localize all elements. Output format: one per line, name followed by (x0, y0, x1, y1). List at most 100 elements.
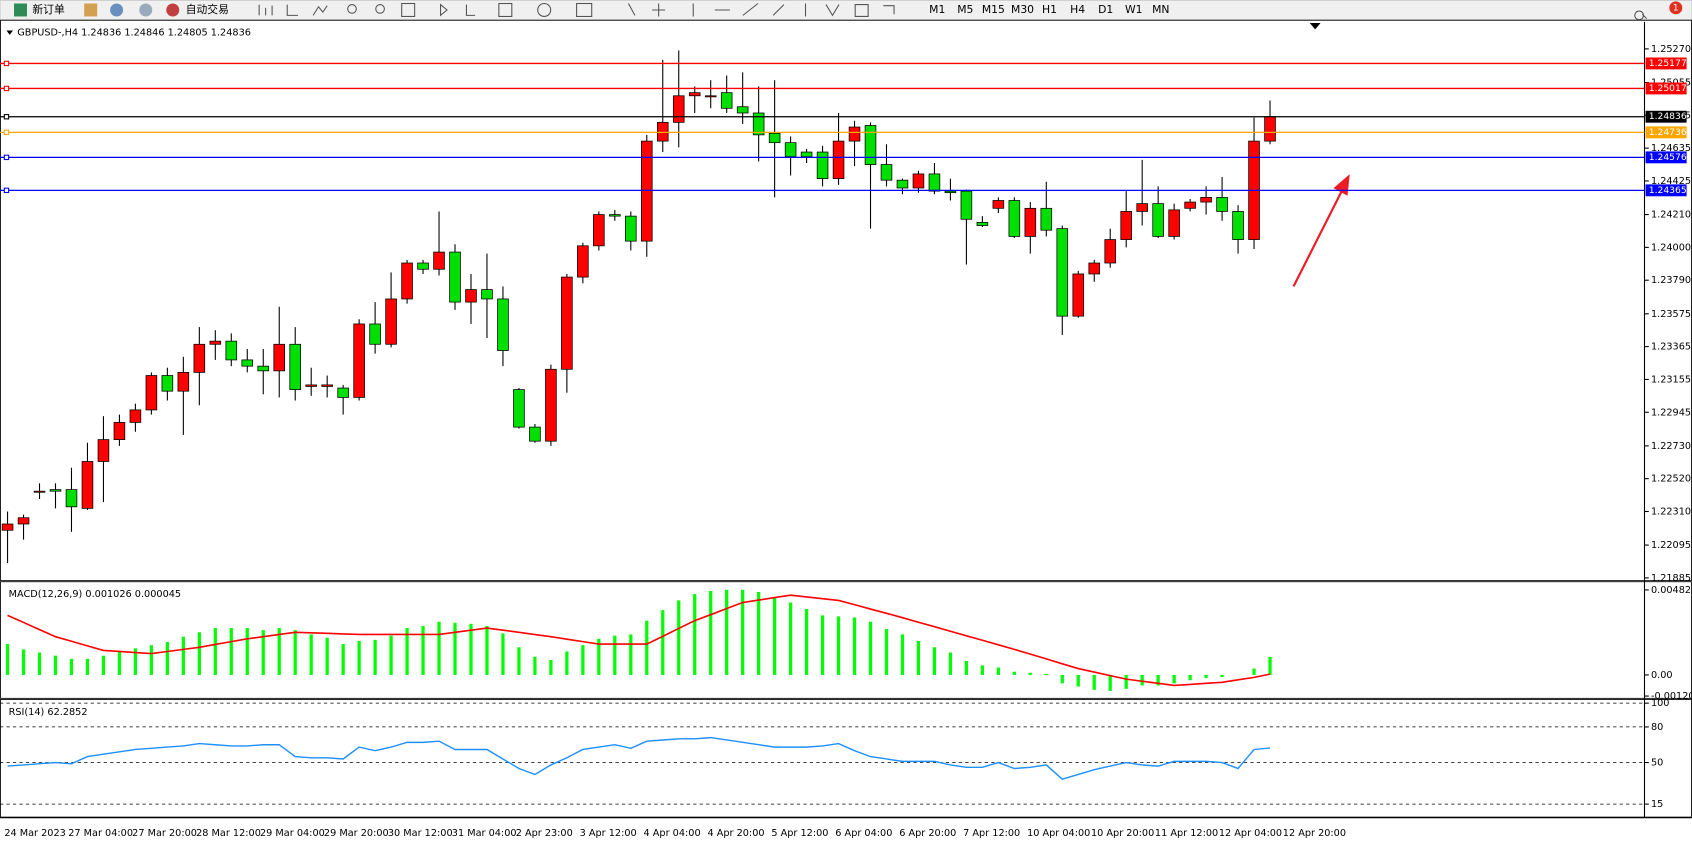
candle-body (81, 461, 94, 509)
candle-body (337, 387, 349, 398)
time-label: 4 Apr 20:00 (707, 828, 764, 839)
candle-body (880, 164, 893, 181)
macd-bar (165, 641, 169, 675)
macd-bar (1156, 674, 1160, 686)
icon (627, 3, 895, 18)
candle-body (577, 245, 589, 278)
macd-bar (1220, 674, 1224, 678)
candle-body (1216, 196, 1228, 212)
time-label: 27 Mar 20:00 (132, 828, 197, 839)
y-tick-label: 1.23365 (1651, 342, 1691, 353)
candle-body (545, 368, 557, 442)
candle-body (65, 489, 78, 508)
y-tick-label: 0.004828 (1651, 585, 1692, 596)
candle-body (529, 426, 541, 442)
level-price: 1.24365 (1649, 185, 1687, 196)
candle-body (113, 422, 126, 440)
candle-body (609, 214, 621, 217)
macd-bar (581, 645, 585, 675)
macd-bar (852, 617, 857, 675)
macd-bar (948, 652, 953, 675)
timeframe-button[interactable]: D1 (1098, 3, 1113, 16)
level-price: 1.25177 (1649, 58, 1687, 69)
candle-body (720, 92, 733, 109)
icon (537, 2, 552, 18)
candle-body (481, 289, 493, 300)
macd-bar (517, 647, 521, 675)
search-icon (1634, 10, 1648, 21)
timeframe-button[interactable]: M5 (957, 3, 973, 16)
macd-bar (485, 625, 489, 675)
macd-bar (325, 637, 329, 675)
macd-bar (629, 634, 633, 675)
y-tick-label: 1.24635 (1651, 143, 1691, 154)
candle-body (321, 384, 333, 387)
macd-bar (373, 639, 377, 675)
y-tick-label: 50 (1651, 758, 1663, 769)
arrow (1292, 185, 1346, 287)
candle-body (1088, 262, 1101, 275)
macd-bar (149, 645, 154, 675)
macd-bar (309, 634, 313, 675)
macd-bar (117, 651, 122, 675)
time-label: 12 Apr 04:00 (1219, 828, 1282, 839)
candle-body (305, 384, 317, 387)
level-anchor (3, 154, 10, 161)
toolbar-auto-trading[interactable]: 自动交易 (166, 3, 229, 17)
toolbar-icons[interactable] (258, 2, 1648, 21)
macd-bar (741, 589, 745, 675)
candle-body (1040, 207, 1053, 231)
y-tick-label: 15 (1651, 799, 1663, 810)
icon[interactable] (139, 3, 153, 17)
timeframe-button[interactable]: M1 (929, 3, 945, 16)
time-label: 29 Mar 04:00 (260, 828, 325, 839)
level-price: 1.24836 (1649, 111, 1687, 122)
macd-bar (836, 616, 841, 675)
timeframe-button[interactable]: W1 (1125, 3, 1143, 16)
macd-bar (421, 625, 425, 675)
timeframe-button[interactable]: MN (1152, 3, 1169, 16)
toolbar-new-order[interactable]: 新订单 (14, 3, 65, 17)
timeframe-button[interactable]: M30 (1011, 3, 1034, 16)
candle-body (193, 343, 206, 373)
candle-body (912, 173, 925, 189)
macd-bar (709, 590, 713, 675)
timeframe-button[interactable]: H1 (1042, 3, 1057, 16)
macd-bar (37, 652, 42, 675)
macd-bar (1044, 673, 1048, 675)
macd-bar (613, 635, 617, 675)
icon[interactable] (110, 3, 124, 17)
candle-body (1264, 116, 1276, 142)
candle-body (976, 221, 989, 226)
level-tag (1645, 82, 1687, 95)
candle-body (1024, 207, 1037, 237)
y-tick-label: 1.22945 (1651, 407, 1691, 418)
time-label: 7 Apr 12:00 (963, 828, 1020, 839)
icon (375, 4, 385, 14)
macd-bar (1028, 672, 1032, 675)
time-label: 10 Apr 04:00 (1027, 828, 1090, 839)
time-label: 30 Mar 12:00 (388, 828, 453, 839)
macd-bar (341, 644, 345, 675)
macd-bar (900, 634, 905, 675)
candle-body (1008, 200, 1021, 237)
timeframe-button[interactable]: M15 (982, 3, 1005, 16)
timeframe-button[interactable]: H4 (1070, 3, 1085, 16)
icon[interactable] (84, 3, 98, 17)
panel-title: GBPUSD-,H4 1.24836 1.24846 1.24805 1.248… (17, 28, 251, 39)
alert-badge[interactable]: 1 (1669, 1, 1683, 15)
candle-body (1072, 273, 1085, 317)
macd-bar (501, 633, 505, 675)
candle-body (497, 298, 509, 351)
icon (258, 4, 273, 16)
macd-bar (101, 655, 106, 675)
macd-bar (980, 665, 984, 675)
candle-body (385, 298, 397, 345)
icon (576, 2, 593, 18)
macd-bar (1188, 674, 1192, 681)
panel-frame (0, 698, 1692, 818)
time-label: 10 Apr 20:00 (1091, 828, 1154, 839)
level-anchor (3, 85, 10, 92)
